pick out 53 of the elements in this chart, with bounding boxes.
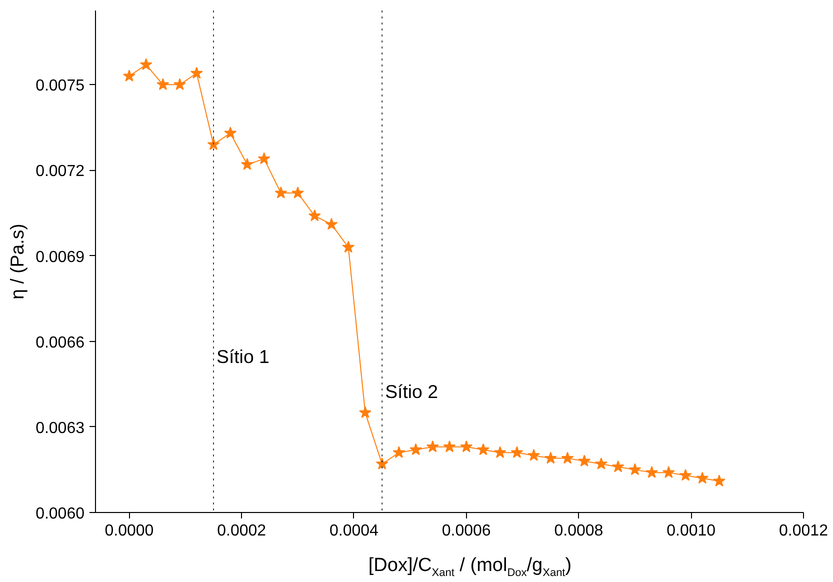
point: [325, 218, 338, 230]
ref-line-label: Sítio 1: [216, 346, 270, 367]
point: [308, 209, 321, 222]
point: [612, 460, 624, 472]
y-tick-label: 0.0060: [36, 506, 85, 522]
point: [342, 240, 355, 253]
point: [426, 440, 439, 452]
point: [561, 452, 574, 464]
point: [646, 466, 658, 478]
point: [258, 152, 270, 164]
x-tick-label: 0.0006: [442, 522, 491, 540]
y-tick-label: 0.0066: [36, 334, 85, 352]
x-tick-label: 0.0008: [554, 522, 604, 540]
y-tick-label: 0.0072: [36, 163, 85, 180]
y-axis-title: η / (Pa.s): [6, 224, 28, 300]
x-tick-label: 0.0000: [104, 522, 154, 540]
point: [224, 126, 237, 138]
point: [156, 78, 170, 90]
point: [207, 138, 220, 150]
point: [410, 443, 422, 456]
point: [679, 468, 692, 481]
point: [274, 186, 288, 198]
point: [392, 446, 406, 458]
point: [359, 406, 372, 418]
point: [460, 440, 473, 452]
x-tick-label: 0.0002: [217, 522, 266, 540]
point: [544, 452, 557, 464]
x-tick-label: 0.0004: [330, 522, 379, 540]
point: [292, 186, 304, 198]
x-tick-label: 0.0010: [666, 522, 716, 540]
ref-line-label: Sítio 2: [385, 381, 438, 402]
point: [241, 158, 254, 170]
point: [376, 458, 388, 470]
point: [595, 458, 608, 470]
x-tick-label: 0.0012: [779, 522, 828, 540]
point: [528, 448, 540, 461]
y-tick-label: 0.0063: [36, 420, 85, 437]
point: [477, 443, 490, 456]
point: [123, 70, 136, 82]
point: [443, 440, 456, 452]
point: [696, 472, 709, 484]
point: [190, 66, 203, 79]
x-axis-title: [Dox]/C$_{Xant}$ / (mol$_{Dox}$/g$_{Xant}$): [367, 554, 573, 581]
point: [662, 466, 675, 478]
point: [628, 463, 642, 476]
y-tick-label: 0.0069: [36, 248, 85, 266]
point: [578, 454, 591, 467]
y-tick-label: 0.0075: [36, 78, 85, 95]
point: [713, 474, 726, 486]
point: [174, 78, 186, 90]
point: [510, 446, 524, 458]
point: [140, 58, 152, 70]
point: [494, 446, 506, 458]
